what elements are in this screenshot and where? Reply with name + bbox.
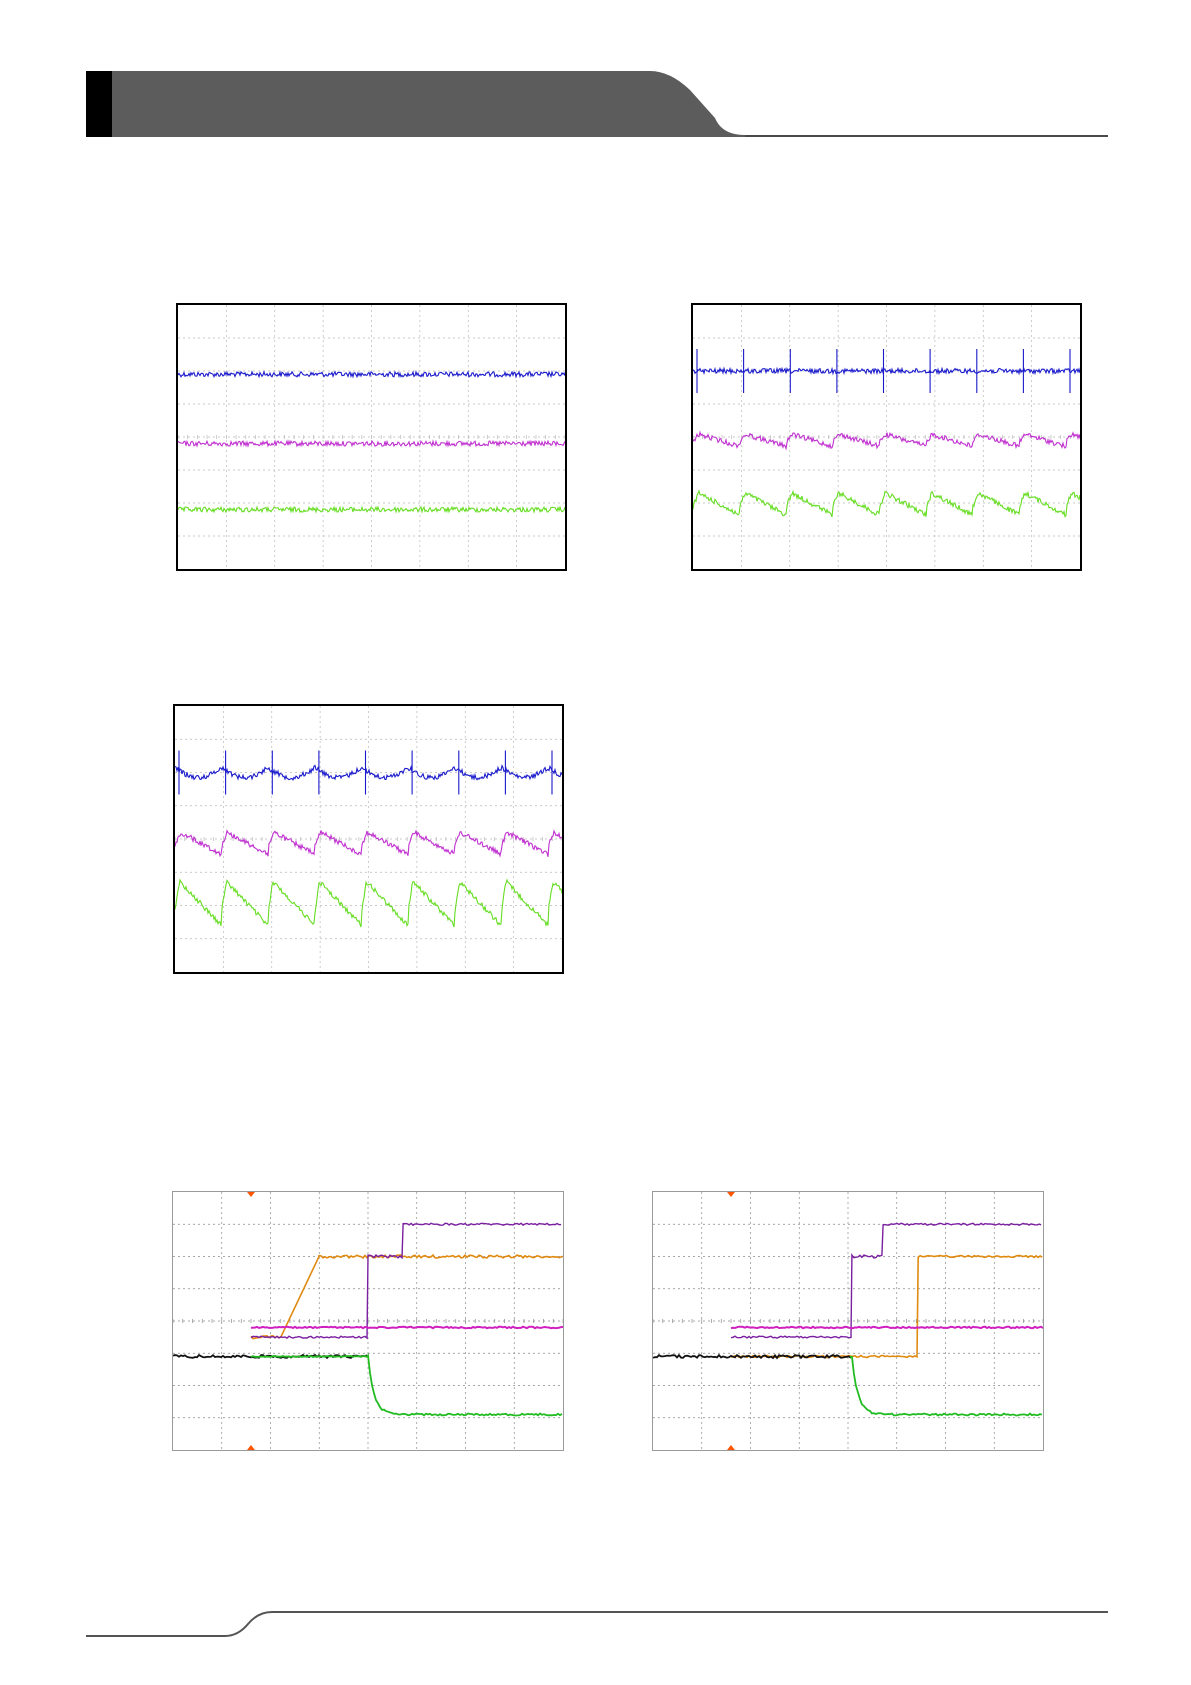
trigger-marker-bottom — [247, 1445, 255, 1450]
trace-channel-3 — [175, 878, 562, 928]
trace-magenta — [250, 1325, 563, 1330]
oscilloscope-ripple-1 — [176, 303, 567, 571]
trace-black — [653, 1353, 852, 1360]
trace-orange — [250, 1253, 563, 1340]
trace-magenta — [730, 1325, 1043, 1330]
trace-channel-1 — [178, 369, 565, 379]
oscilloscope-startup-1 — [172, 1191, 564, 1451]
trace-channel-3 — [693, 489, 1080, 518]
trace-channel-2 — [175, 829, 562, 858]
header-tab-shape — [108, 71, 1108, 137]
scope-grid — [653, 1192, 1043, 1450]
trace-channel-1 — [175, 750, 562, 795]
trace-channel-3 — [178, 505, 565, 514]
oscilloscope-ripple-3 — [173, 704, 564, 974]
page-header-band — [86, 71, 1108, 137]
trace-orange — [730, 1254, 1043, 1359]
scope-grid — [178, 305, 565, 569]
trigger-marker-top — [247, 1192, 255, 1197]
trace-black — [173, 1353, 368, 1360]
trace-channel-1 — [693, 349, 1080, 393]
trigger-marker-top — [727, 1192, 735, 1197]
scope-grid — [693, 305, 1080, 569]
header-accent-block — [86, 71, 112, 137]
oscilloscope-ripple-2 — [691, 303, 1082, 571]
trace-channel-2 — [178, 439, 565, 448]
page-footer — [86, 1611, 1108, 1637]
trace-channel-2 — [693, 430, 1080, 451]
trace-green — [849, 1355, 1043, 1417]
trace-purple — [730, 1222, 1042, 1339]
trigger-marker-bottom — [727, 1445, 735, 1450]
scope-grid — [173, 1192, 563, 1450]
oscilloscope-startup-2 — [652, 1191, 1044, 1451]
trace-purple — [250, 1222, 562, 1340]
footer-rule — [86, 1611, 1108, 1637]
trace-green — [250, 1353, 563, 1417]
